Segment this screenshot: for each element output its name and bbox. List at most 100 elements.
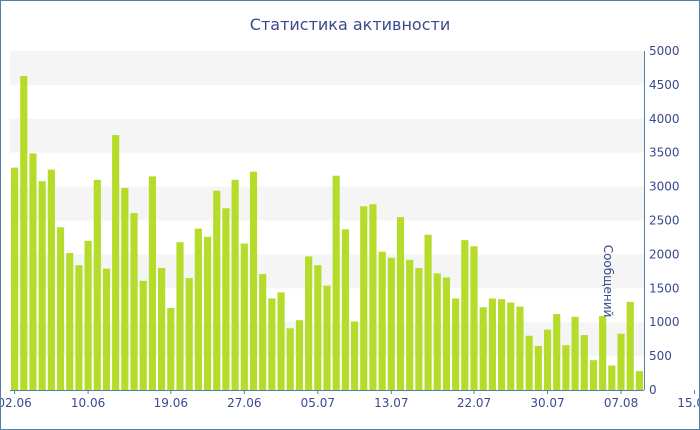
y-tick-label: 5000 <box>649 44 680 58</box>
bar <box>203 236 212 390</box>
x-tick-label: 07.08 <box>604 396 638 410</box>
bar <box>553 314 561 390</box>
bar <box>176 242 184 390</box>
x-tick-label: 22.07 <box>457 396 491 410</box>
y-axis-label: Сообщений <box>601 244 615 318</box>
bar <box>599 316 607 390</box>
bar <box>268 298 276 390</box>
bar <box>516 306 524 390</box>
bar <box>75 265 83 390</box>
bar <box>84 240 92 390</box>
bar <box>213 190 221 390</box>
bar <box>323 285 331 390</box>
bar <box>433 273 441 390</box>
bar <box>185 278 193 390</box>
bar <box>350 321 359 390</box>
bar <box>406 259 414 390</box>
bar <box>571 316 579 390</box>
bar <box>396 217 405 390</box>
y-tick-label: 2000 <box>649 247 680 261</box>
y-tick-label: 2500 <box>649 214 680 228</box>
bar <box>93 179 101 390</box>
y-tick-label: 1000 <box>649 315 680 329</box>
bar <box>626 301 634 390</box>
bar <box>259 274 267 390</box>
bar <box>102 268 111 390</box>
bar <box>47 169 55 390</box>
bar <box>589 360 598 390</box>
bar <box>369 204 377 390</box>
y-tick-label: 3500 <box>649 146 680 160</box>
bar <box>56 227 65 390</box>
chart-title: Статистика активности <box>249 15 451 34</box>
x-tick-label: 15.08 <box>677 396 699 410</box>
bar <box>608 365 616 390</box>
grid-band <box>10 118 644 153</box>
bar <box>314 265 322 390</box>
bar <box>194 228 202 390</box>
bar <box>249 171 258 390</box>
y-tick-label: 4500 <box>649 78 680 92</box>
y-tick-labels: 0 500 1000 1500 2000 2500 3000 3500 4000 4500 5000 <box>649 44 680 397</box>
bar <box>580 335 588 390</box>
axes <box>10 51 645 391</box>
bar <box>139 280 147 390</box>
bar <box>29 153 37 390</box>
bar <box>479 307 487 390</box>
y-tick-label: 4000 <box>649 112 680 126</box>
bar <box>286 328 294 390</box>
x-tick-label: 30.07 <box>530 396 564 410</box>
x-tick-label: 13.07 <box>374 396 408 410</box>
bar <box>305 256 313 390</box>
bar <box>38 181 46 390</box>
bar <box>488 298 496 390</box>
bar <box>167 307 175 390</box>
grid-band <box>10 51 644 85</box>
bar <box>121 187 129 390</box>
bar <box>231 179 239 390</box>
y-tick-label: 500 <box>649 349 672 363</box>
bar <box>461 240 469 390</box>
bar <box>158 267 166 390</box>
bar <box>20 76 28 390</box>
bar <box>378 251 386 390</box>
bar <box>442 277 451 390</box>
bar <box>240 243 248 390</box>
y-tick-label: 0 <box>649 383 657 397</box>
bar <box>424 234 432 390</box>
bar <box>332 175 340 390</box>
x-tick-label: 19.06 <box>154 396 188 410</box>
bars <box>11 76 643 390</box>
y-tick-label: 3000 <box>649 180 680 194</box>
x-tick-label: 05.07 <box>301 396 335 410</box>
bar <box>222 208 230 390</box>
bar <box>498 299 506 390</box>
bar <box>534 345 542 390</box>
bar <box>617 333 625 390</box>
bar <box>112 135 120 390</box>
bar <box>452 298 460 390</box>
x-tick-label: 27.06 <box>227 396 261 410</box>
bar <box>148 176 157 390</box>
bar <box>507 302 515 390</box>
x-tick-labels: 02.06 10.06 19.06 27.06 05.07 13.07 22.07 30.07… <box>1 390 699 410</box>
bar <box>415 267 423 390</box>
bar <box>387 257 395 390</box>
bar <box>562 345 570 390</box>
bar <box>11 167 19 390</box>
bar <box>66 253 74 390</box>
x-tick-label: 10.06 <box>71 396 105 410</box>
bar <box>470 246 478 390</box>
bar <box>277 292 285 390</box>
bar <box>360 206 368 390</box>
x-tick-label: 02.06 <box>1 396 32 410</box>
bar <box>635 371 643 390</box>
bar <box>341 229 349 390</box>
bar <box>525 335 533 390</box>
bar <box>295 320 304 390</box>
grid-band <box>10 186 644 221</box>
bar <box>543 329 552 390</box>
y-tick-label: 1500 <box>649 281 680 295</box>
